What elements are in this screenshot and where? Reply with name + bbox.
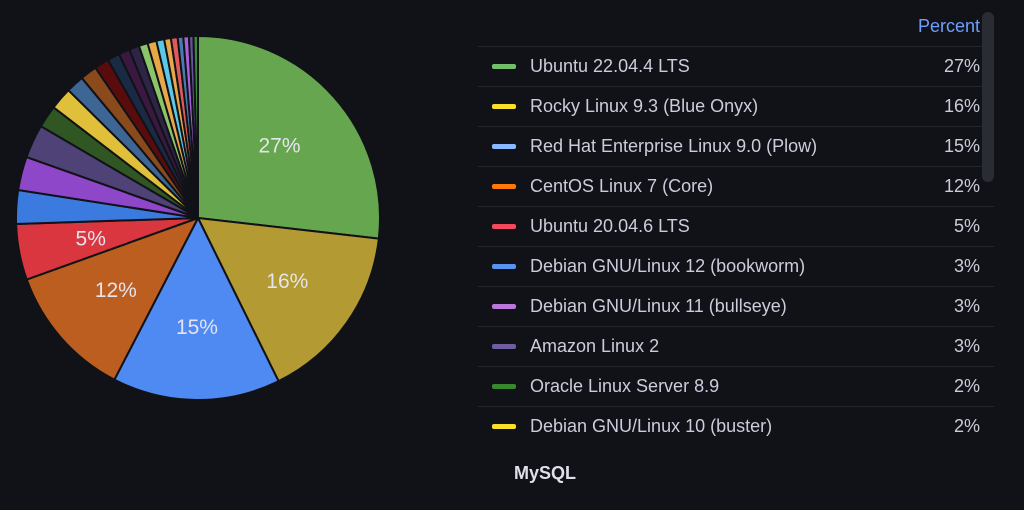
legend-row[interactable]: Debian GNU/Linux 10 (buster) 2%	[478, 406, 994, 446]
scrollbar-thumb[interactable]	[982, 12, 994, 182]
series-label: Debian GNU/Linux 11 (bullseye)	[530, 296, 787, 316]
series-label: Debian GNU/Linux 12 (bookworm)	[530, 256, 806, 276]
legend-row[interactable]: Debian GNU/Linux 11 (bullseye) 3%	[478, 286, 994, 326]
series-label: Oracle Linux Server 8.9	[530, 376, 720, 396]
series-percent: 12%	[943, 176, 980, 196]
series-percent: 2%	[953, 416, 980, 436]
series-color-swatch[interactable]	[492, 64, 516, 69]
slice-percent-label: 16%	[266, 270, 308, 293]
series-label: Debian GNU/Linux 10 (buster)	[530, 416, 773, 436]
series-color-swatch[interactable]	[492, 224, 516, 229]
series-color-swatch[interactable]	[492, 384, 516, 389]
legend-table: Percent Ubuntu 22.04.4 LTS 27% Rocky Linu…	[478, 0, 994, 440]
legend-row[interactable]: CentOS Linux 7 (Core) 12%	[478, 166, 994, 206]
pie-slice[interactable]	[113, 217, 280, 401]
legend-row[interactable]: Ubuntu 20.04.6 LTS 5%	[478, 206, 994, 246]
series-percent: 3%	[953, 336, 980, 356]
series-percent: 5%	[953, 216, 980, 236]
panel-title: MySQL	[514, 463, 577, 483]
legend-row[interactable]: Rocky Linux 9.3 (Blue Onyx) 16%	[478, 86, 994, 126]
percent-column-header[interactable]: Percent	[917, 16, 980, 36]
slice-percent-label: 27%	[258, 134, 300, 157]
series-percent: 3%	[953, 256, 980, 276]
pie-slice[interactable]	[197, 217, 380, 383]
series-color-swatch[interactable]	[492, 104, 516, 109]
series-percent: 2%	[953, 376, 980, 396]
series-color-swatch[interactable]	[492, 304, 516, 309]
series-percent: 3%	[953, 296, 980, 316]
legend-row[interactable]: Debian GNU/Linux 12 (bookworm) 3%	[478, 246, 994, 286]
series-label: Rocky Linux 9.3 (Blue Onyx)	[530, 96, 759, 116]
series-color-swatch[interactable]	[492, 344, 516, 349]
pie-slice[interactable]	[192, 35, 199, 219]
series-label: CentOS Linux 7 (Core)	[530, 176, 714, 196]
legend-row[interactable]: Oracle Linux Server 8.9 2%	[478, 366, 994, 406]
series-percent: 16%	[943, 96, 980, 116]
series-percent: 15%	[943, 136, 980, 156]
series-percent: 27%	[943, 56, 980, 76]
legend-row[interactable]: Amazon Linux 2 3%	[478, 326, 994, 366]
slice-percent-label: 5%	[76, 227, 106, 250]
series-color-swatch[interactable]	[492, 424, 516, 429]
series-label: Amazon Linux 2	[530, 336, 660, 356]
series-color-swatch[interactable]	[492, 184, 516, 189]
legend-scrollbar[interactable]	[982, 12, 994, 440]
pie-slice[interactable]	[25, 217, 199, 381]
series-label: Ubuntu 20.04.6 LTS	[530, 216, 690, 236]
series-label: Red Hat Enterprise Linux 9.0 (Plow)	[530, 136, 818, 156]
legend-rows: Ubuntu 22.04.4 LTS 27% Rocky Linux 9.3 (B…	[478, 46, 994, 446]
series-label: Ubuntu 22.04.4 LTS	[530, 56, 690, 76]
pie-slice[interactable]	[197, 35, 381, 240]
legend-row[interactable]: Red Hat Enterprise Linux 9.0 (Plow) 15%	[478, 126, 994, 166]
slice-percent-label: 15%	[176, 316, 218, 339]
series-color-swatch[interactable]	[492, 264, 516, 269]
series-color-swatch[interactable]	[492, 144, 516, 149]
slice-percent-label: 12%	[95, 279, 137, 302]
pie-chart: 27% 16% 15% 12% 5%	[15, 35, 381, 401]
legend-row[interactable]: Ubuntu 22.04.4 LTS 27%	[478, 46, 994, 86]
